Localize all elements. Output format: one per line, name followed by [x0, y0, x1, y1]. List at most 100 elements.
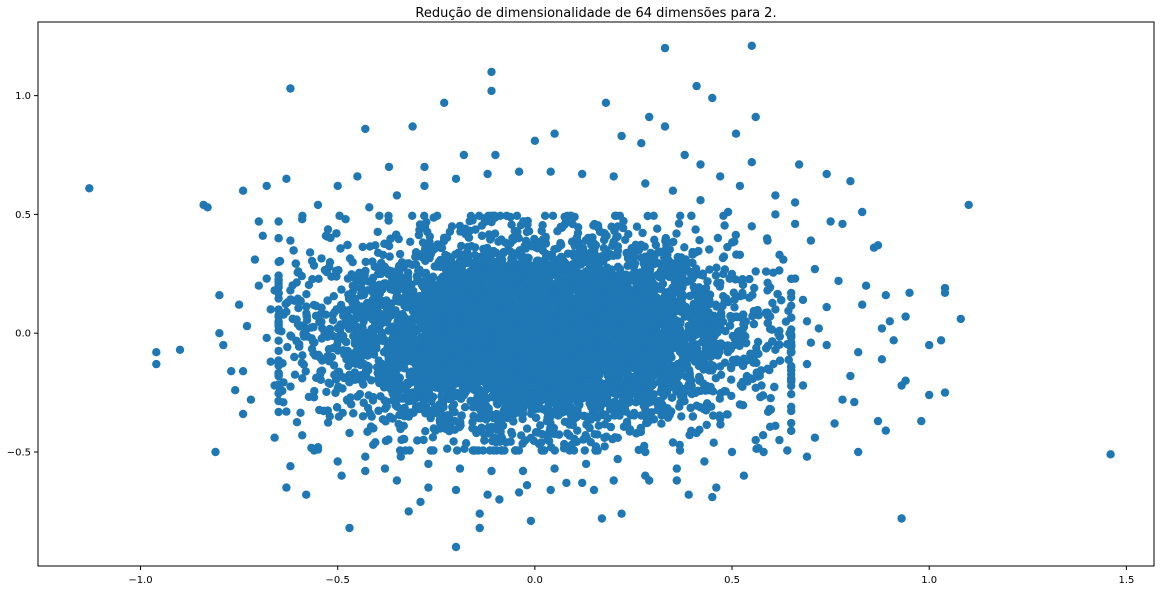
- data-point: [766, 394, 775, 403]
- data-point: [632, 222, 642, 231]
- data-point: [534, 439, 544, 449]
- data-point: [373, 227, 382, 237]
- data-point: [399, 434, 408, 444]
- data-point: [468, 424, 477, 433]
- data-point: [730, 295, 739, 304]
- data-point: [629, 408, 639, 418]
- data-point: [314, 274, 323, 283]
- data-point: [428, 433, 438, 442]
- data-point: [325, 379, 335, 388]
- data-point: [621, 407, 631, 416]
- data-point: [713, 233, 723, 243]
- data-point: [512, 211, 522, 220]
- data-point: [408, 211, 417, 220]
- data-point: [323, 418, 333, 427]
- data-point: [308, 275, 317, 284]
- data-point: [447, 222, 457, 231]
- data-point: [371, 241, 380, 250]
- data-point: [384, 211, 393, 220]
- data-point: [727, 391, 736, 401]
- data-point: [643, 211, 652, 221]
- data-point: [499, 249, 508, 258]
- data-point: [783, 446, 792, 455]
- data-point: [420, 211, 429, 220]
- data-point: [274, 336, 283, 345]
- data-point: [611, 211, 621, 220]
- data-point: [677, 412, 686, 421]
- data-point: [675, 402, 684, 411]
- data-point: [290, 370, 300, 379]
- data-point: [452, 446, 462, 455]
- data-point: [761, 267, 771, 276]
- data-point: [638, 228, 647, 238]
- data-point: [745, 274, 754, 284]
- data-point: [310, 386, 319, 396]
- data-point: [787, 418, 796, 428]
- data-point: [478, 446, 488, 455]
- data-point: [580, 446, 589, 455]
- data-point: [538, 221, 547, 230]
- data-point: [296, 408, 305, 417]
- data-point: [784, 306, 793, 315]
- data-point: [682, 258, 692, 267]
- data-point: [292, 418, 302, 427]
- data-point: [768, 298, 777, 308]
- data-point: [361, 257, 370, 267]
- data-point: [727, 375, 736, 384]
- data-point: [489, 446, 498, 455]
- data-point: [569, 446, 579, 455]
- data-point: [286, 382, 295, 391]
- data-point: [669, 237, 678, 247]
- data-point: [346, 393, 355, 402]
- data-point: [460, 403, 470, 412]
- data-point: [426, 413, 435, 423]
- data-point: [709, 438, 718, 447]
- data-point: [497, 235, 506, 244]
- data-point: [421, 427, 430, 436]
- data-point: [748, 290, 757, 300]
- data-point: [406, 237, 415, 246]
- data-point: [691, 225, 700, 234]
- data-point: [649, 211, 658, 220]
- data-point: [337, 285, 346, 294]
- data-point: [378, 250, 388, 260]
- data-point: [274, 407, 283, 417]
- data-point: [756, 366, 766, 375]
- data-point: [705, 265, 714, 274]
- data-point: [518, 439, 527, 448]
- scatter-points: [85, 41, 1115, 552]
- data-point: [593, 430, 602, 439]
- data-point: [359, 380, 368, 389]
- data-point: [332, 272, 341, 281]
- data-point: [329, 292, 338, 301]
- data-point: [301, 367, 310, 376]
- data-point: [443, 251, 452, 261]
- data-point: [388, 370, 398, 379]
- data-point: [474, 211, 484, 220]
- data-point: [725, 321, 735, 330]
- data-point: [691, 248, 700, 257]
- data-point: [484, 230, 494, 239]
- data-point: [600, 433, 609, 442]
- data-point: [425, 237, 434, 246]
- data-point: [358, 242, 367, 252]
- data-point: [738, 288, 747, 298]
- data-point: [283, 342, 292, 352]
- chart-title: Redução de dimensionalidade de 64 dimens…: [415, 6, 776, 21]
- data-point: [457, 241, 466, 251]
- data-point: [701, 283, 711, 293]
- data-point: [522, 227, 532, 237]
- data-point: [320, 265, 330, 275]
- data-point: [540, 211, 550, 220]
- data-point: [395, 249, 405, 259]
- data-point: [606, 422, 616, 432]
- data-point: [716, 362, 725, 371]
- data-point: [712, 263, 721, 272]
- data-point: [600, 442, 609, 451]
- data-point: [680, 243, 689, 252]
- data-point: [769, 359, 778, 369]
- data-point: [338, 408, 347, 418]
- data-point: [309, 261, 319, 270]
- data-point: [522, 424, 532, 433]
